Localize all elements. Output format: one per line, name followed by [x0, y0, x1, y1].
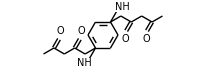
Text: O: O — [142, 34, 149, 44]
Text: O: O — [77, 26, 84, 36]
Text: NH: NH — [114, 2, 129, 12]
Text: NH: NH — [76, 58, 91, 68]
Text: O: O — [56, 26, 63, 36]
Text: O: O — [121, 34, 128, 44]
